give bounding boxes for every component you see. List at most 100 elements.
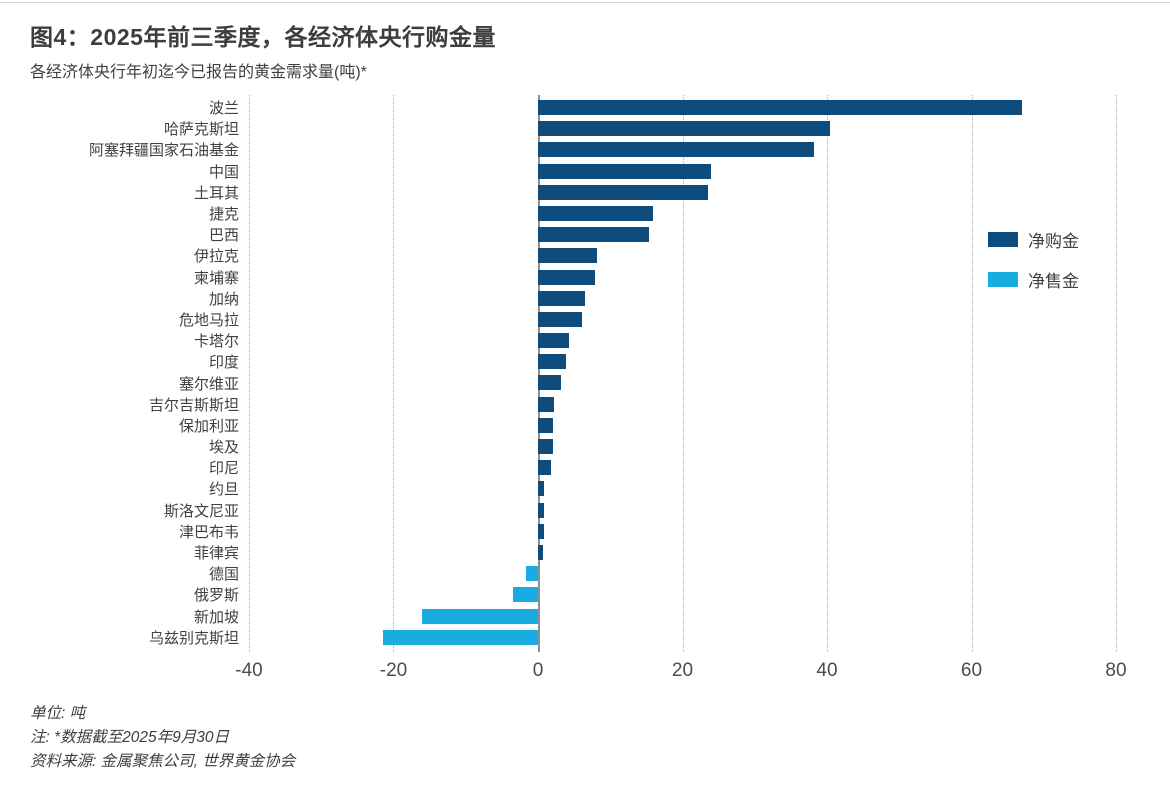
bar bbox=[537, 375, 562, 391]
row-plot bbox=[249, 542, 1116, 563]
chart-row: 埃及 bbox=[30, 436, 1140, 457]
row-plot bbox=[249, 415, 1116, 436]
chart-row: 卡塔尔 bbox=[30, 330, 1140, 351]
bar bbox=[537, 163, 712, 179]
category-label: 土耳其 bbox=[193, 184, 239, 202]
bar bbox=[382, 629, 538, 645]
category-label: 柬埔寨 bbox=[193, 269, 239, 287]
legend-item-net-sales: 净售金 bbox=[988, 267, 1079, 292]
chart-row: 斯洛文尼亚 bbox=[30, 500, 1140, 521]
chart-row: 新加坡 bbox=[30, 606, 1140, 627]
row-plot bbox=[249, 118, 1116, 139]
category-label: 卡塔尔 bbox=[193, 333, 239, 351]
zero-axis-line bbox=[537, 95, 540, 652]
gridline bbox=[393, 95, 395, 652]
row-plot bbox=[249, 267, 1116, 288]
footer-notes: 单位: 吨 注: *数据截至2025年9月30日 资料来源: 金属聚焦公司, 世… bbox=[30, 702, 295, 774]
category-label: 斯洛文尼亚 bbox=[163, 502, 239, 520]
chart-row: 印度 bbox=[30, 351, 1140, 372]
gridline bbox=[1116, 95, 1117, 652]
category-label: 印度 bbox=[208, 354, 239, 372]
bar bbox=[537, 142, 814, 158]
figure-subtitle: 各经济体央行年初迄今已报告的黄金需求量(吨)* bbox=[30, 64, 367, 81]
chart-row: 吉尔吉斯斯坦 bbox=[30, 394, 1140, 415]
bar bbox=[537, 269, 596, 285]
row-plot bbox=[249, 372, 1116, 393]
bar bbox=[537, 460, 551, 476]
bar bbox=[537, 121, 830, 137]
row-plot bbox=[249, 245, 1116, 266]
category-label: 德国 bbox=[208, 566, 239, 584]
bar bbox=[537, 502, 545, 518]
bar bbox=[537, 248, 598, 264]
bar bbox=[537, 290, 585, 306]
bar bbox=[537, 227, 650, 243]
category-label: 巴西 bbox=[208, 227, 239, 245]
gridline bbox=[682, 95, 684, 652]
category-label: 菲律宾 bbox=[193, 545, 239, 563]
chart-row: 柬埔寨 bbox=[30, 267, 1140, 288]
x-tick-label: 60 bbox=[960, 660, 983, 681]
chart-row: 中国 bbox=[30, 161, 1140, 182]
chart-row: 塞尔维亚 bbox=[30, 372, 1140, 393]
category-label: 埃及 bbox=[208, 439, 239, 457]
legend-label-net-purchases: 净购金 bbox=[1028, 232, 1079, 251]
row-plot bbox=[249, 309, 1116, 330]
bar bbox=[537, 205, 653, 221]
chart-row: 哈萨克斯坦 bbox=[30, 118, 1140, 139]
chart-row: 阿塞拜疆国家石油基金 bbox=[30, 139, 1140, 160]
x-tick-label: 0 bbox=[532, 660, 544, 681]
gridline bbox=[826, 95, 828, 652]
chart-row: 保加利亚 bbox=[30, 415, 1140, 436]
bar bbox=[421, 608, 538, 624]
row-plot bbox=[249, 330, 1116, 351]
chart-row: 印尼 bbox=[30, 457, 1140, 478]
unit-note: 单位: 吨 bbox=[30, 705, 86, 722]
row-plot bbox=[249, 584, 1116, 605]
category-label: 危地马拉 bbox=[178, 311, 239, 329]
row-plot bbox=[249, 436, 1116, 457]
x-tick-label: 40 bbox=[816, 660, 838, 681]
chart-row: 约旦 bbox=[30, 478, 1140, 499]
x-tick-label: 80 bbox=[1105, 660, 1127, 681]
category-label: 塞尔维亚 bbox=[178, 375, 239, 393]
row-plot bbox=[249, 563, 1116, 584]
row-plot bbox=[249, 161, 1116, 182]
bar bbox=[526, 566, 538, 582]
row-plot bbox=[249, 224, 1116, 245]
bar bbox=[537, 523, 545, 539]
category-label: 津巴布韦 bbox=[178, 523, 239, 541]
row-plot bbox=[249, 606, 1116, 627]
gridline bbox=[971, 95, 973, 652]
legend: 净购金 净售金 bbox=[988, 227, 1079, 307]
bar bbox=[513, 587, 538, 603]
row-plot bbox=[249, 139, 1116, 160]
bar bbox=[537, 544, 544, 560]
top-rule bbox=[0, 2, 1170, 3]
row-plot bbox=[249, 457, 1116, 478]
chart-row: 伊拉克 bbox=[30, 245, 1140, 266]
row-plot bbox=[249, 182, 1116, 203]
bar bbox=[537, 481, 544, 497]
bar bbox=[537, 396, 554, 412]
x-tick-label: 20 bbox=[671, 660, 694, 681]
legend-label-net-sales: 净售金 bbox=[1028, 272, 1079, 291]
bar bbox=[537, 311, 583, 327]
category-label: 新加坡 bbox=[193, 608, 239, 626]
chart-row: 乌兹别克斯坦 bbox=[30, 627, 1140, 648]
data-cutoff-note: 注: *数据截至2025年9月30日 bbox=[30, 729, 229, 746]
gridline bbox=[249, 95, 250, 652]
chart-row: 菲律宾 bbox=[30, 542, 1140, 563]
row-plot bbox=[249, 478, 1116, 499]
row-plot bbox=[249, 394, 1116, 415]
chart-row: 德国 bbox=[30, 563, 1140, 584]
category-label: 俄罗斯 bbox=[193, 587, 239, 605]
chart-row: 津巴布韦 bbox=[30, 521, 1140, 542]
category-label: 吉尔吉斯斯坦 bbox=[148, 396, 239, 414]
bar bbox=[537, 354, 567, 370]
chart-row: 俄罗斯 bbox=[30, 584, 1140, 605]
bar bbox=[537, 439, 554, 454]
chart-row: 加纳 bbox=[30, 288, 1140, 309]
row-plot bbox=[249, 288, 1116, 309]
